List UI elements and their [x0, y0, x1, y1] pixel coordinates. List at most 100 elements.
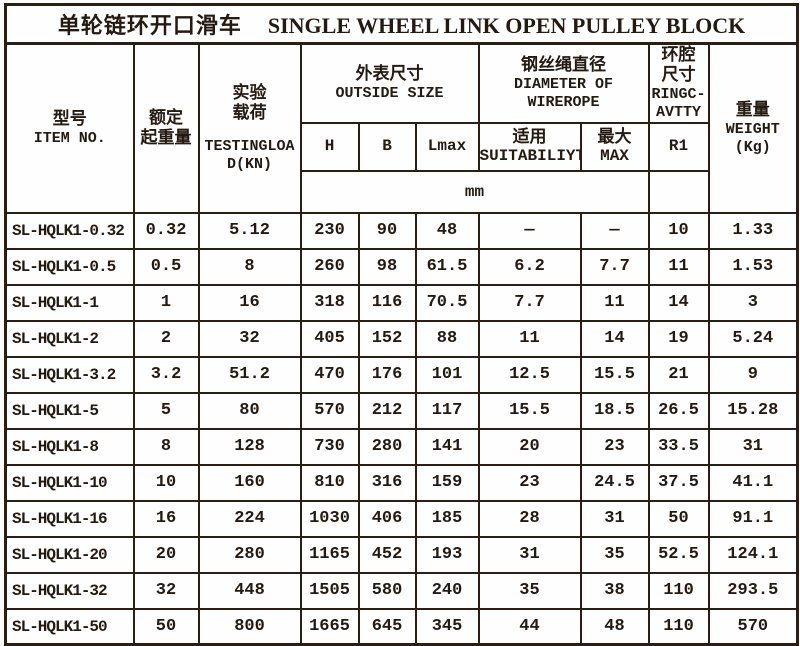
cell-item: SL-HQLK1-5 [4, 391, 135, 430]
cell-test_load: 51.2 [197, 355, 302, 394]
table-title-cn: 单轮链环开口滑车 [57, 13, 242, 38]
col-header-capacity-cn1: 额定 [149, 108, 183, 127]
col-header-suitability-en: SUITABILIYT [479, 147, 581, 166]
cell-h: 1665 [299, 607, 360, 646]
group-header-outside-size: 外表尺寸 OUTSIDE SIZE [299, 42, 480, 124]
cell-rope_suit: 35 [477, 571, 582, 610]
cell-rope_suit: 12.5 [477, 355, 582, 394]
col-header-item-no: 型号 ITEM NO. [4, 42, 135, 214]
cell-capacity: 8 [132, 427, 200, 466]
cell-r1: 110 [647, 571, 710, 610]
cell-rope_suit: 44 [477, 607, 582, 646]
table-row: SL-HQLK1-10 10 160 810 316 159 23 24.5 37.5 41.1 [4, 463, 799, 502]
group-header-ring-cavity: 环腔 尺寸 RINGC- AVTTY [647, 42, 710, 124]
col-header-testload-cn1: 实验 [232, 83, 267, 102]
table-row: SL-HQLK1-0.32 0.32 5.12 230 90 48— —10 1.33 [4, 211, 799, 250]
cell-test_load: 5.12 [197, 211, 302, 250]
cell-r1: 110 [647, 607, 710, 646]
cell-h: 810 [299, 463, 360, 502]
table-row: SL-HQLK1-32 32 448 1505 580 240 35 38 110 293.5 [4, 571, 799, 610]
cell-r1: 19 [647, 319, 710, 358]
cell-h: 405 [299, 319, 360, 358]
table-row: SL-HQLK1-0.5 0.5 8 260 98 61.5 6.2 7.7 11 1.53 [4, 247, 799, 286]
cell-lmax: 345 [414, 607, 480, 646]
pulley-block-spec-table: 单轮链环开口滑车 SINGLE WHEEL LINK OPEN PULLEY BL… [4, 3, 800, 646]
col-header-testload-en1: TESTINGLOA [204, 137, 295, 155]
cell-test_load: 800 [197, 607, 302, 646]
col-header-h-label: H [324, 137, 335, 156]
cell-capacity: 1 [132, 283, 200, 322]
cell-b: 98 [357, 247, 417, 286]
col-header-suitability-cn: 适用 [512, 126, 547, 146]
col-header-r1-label: R1 [668, 137, 689, 156]
cell-b: 116 [357, 283, 417, 322]
cell-test_load: 128 [197, 427, 302, 466]
col-header-b: B [357, 121, 417, 172]
col-header-rated-capacity: 额定 起重量 [132, 42, 200, 214]
col-header-h: H [299, 121, 360, 172]
cell-rope_suit: 7.7 [477, 283, 582, 322]
group-header-ring-en1: RINGC- [651, 85, 706, 103]
cell-weight: 1.33 [707, 211, 799, 250]
cell-h: 260 [299, 247, 360, 286]
cell-rope_max: 14 [579, 319, 650, 358]
group-header-outside-size-cn: 外表尺寸 [355, 64, 424, 84]
cell-h: 1030 [299, 499, 360, 538]
cell-test_load: 224 [197, 499, 302, 538]
cell-rope_max: 15.5 [579, 355, 650, 394]
unit-empty-cell [647, 169, 710, 214]
cell-weight: 5.24 [707, 319, 799, 358]
cell-capacity: 10 [132, 463, 200, 502]
cell-r1: 52.5 [647, 535, 710, 574]
cell-b: 152 [357, 319, 417, 358]
cell-h: 570 [299, 391, 360, 430]
table-row: SL-HQLK1-2 2 32 405 152 88 11 14 19 5.24 [4, 319, 799, 358]
cell-item: SL-HQLK1-0.5 [4, 247, 135, 286]
cell-rope_max: 48 [579, 607, 650, 646]
cell-weight: 570 [707, 607, 799, 646]
cell-lmax: 70.5 [414, 283, 480, 322]
cell-r1: 50 [647, 499, 710, 538]
table-title: 单轮链环开口滑车 SINGLE WHEEL LINK OPEN PULLEY BL… [4, 3, 799, 45]
col-header-testload-cn2: 载荷 [232, 103, 267, 123]
table-row: SL-HQLK1-50 50 800 1665 645 345 44 48 110 570 [4, 607, 799, 646]
cell-rope_suit: 20 [477, 427, 582, 466]
table-row: SL-HQLK1-20 20 280 1165 452 193 31 35 52.5 124.1 [4, 535, 799, 574]
cell-item: SL-HQLK1-32 [4, 571, 135, 610]
col-header-item-cn: 型号 [52, 109, 87, 129]
table-row: SL-HQLK1-1 1 16 318 116 70.5 7.7 11 14 3 [4, 283, 799, 322]
cell-h: 230 [299, 211, 360, 250]
cell-rope_suit: 31 [477, 535, 582, 574]
cell-rope_suit: 28 [477, 499, 582, 538]
col-header-r1: R1 [647, 121, 710, 172]
cell-weight: 124.1 [707, 535, 799, 574]
cell-test_load: 80 [197, 391, 302, 430]
cell-b: 645 [357, 607, 417, 646]
cell-item: SL-HQLK1-3.2 [4, 355, 135, 394]
cell-r1: 11 [647, 247, 710, 286]
col-header-lmax: Lmax [414, 121, 480, 172]
cell-rope_max: 31 [579, 499, 650, 538]
cell-h: 1505 [299, 571, 360, 610]
cell-b: 580 [357, 571, 417, 610]
cell-capacity: 0.5 [132, 247, 200, 286]
cell-test_load: 160 [197, 463, 302, 502]
cell-item: SL-HQLK1-50 [4, 607, 135, 646]
cell-capacity: 0.32 [132, 211, 200, 250]
cell-rope_suit: 11 [477, 319, 582, 358]
cell-capacity: 3.2 [132, 355, 200, 394]
cell-b: 212 [357, 391, 417, 430]
col-header-capacity-cn2: 起重量 [140, 128, 192, 148]
cell-capacity: 2 [132, 319, 200, 358]
cell-rope_max: 24.5 [579, 463, 650, 502]
group-header-wirerope-cn: 钢丝绳直径 [521, 55, 606, 75]
col-header-max-en: MAX [600, 147, 629, 166]
cell-weight: 1.53 [707, 247, 799, 286]
cell-h: 730 [299, 427, 360, 466]
table-body: SL-HQLK1-0.32 0.32 5.12 230 90 48— —10 1.33 SL-H… [4, 211, 799, 646]
cell-lmax: 88 [414, 319, 480, 358]
cell-rope_max: 7.7 [579, 247, 650, 286]
cell-capacity: 16 [132, 499, 200, 538]
group-header-wirerope-en2: WIREROPE [527, 93, 600, 111]
